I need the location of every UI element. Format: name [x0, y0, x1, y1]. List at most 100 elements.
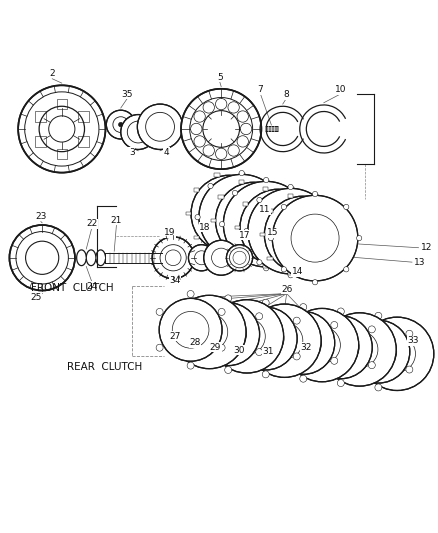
Bar: [57, 149, 67, 159]
Circle shape: [197, 303, 260, 366]
Bar: [243, 250, 248, 253]
Bar: [194, 188, 199, 191]
Bar: [313, 271, 318, 275]
Text: 29: 29: [210, 343, 221, 352]
Circle shape: [218, 344, 225, 351]
Circle shape: [270, 246, 276, 251]
Text: FRONT  CLUTCH: FRONT CLUTCH: [32, 284, 114, 293]
Text: 19: 19: [164, 228, 176, 237]
Circle shape: [312, 280, 318, 285]
Circle shape: [208, 246, 213, 251]
Circle shape: [226, 245, 253, 271]
Bar: [288, 271, 293, 275]
Circle shape: [300, 375, 307, 382]
Circle shape: [203, 102, 215, 113]
Bar: [333, 257, 338, 260]
Circle shape: [232, 253, 237, 258]
Bar: [219, 195, 224, 198]
Circle shape: [406, 366, 413, 373]
Circle shape: [237, 111, 248, 122]
Bar: [240, 173, 245, 177]
Circle shape: [181, 89, 261, 169]
Bar: [35, 136, 46, 147]
Circle shape: [344, 204, 349, 209]
Circle shape: [368, 362, 375, 369]
Circle shape: [10, 225, 75, 290]
Circle shape: [119, 123, 123, 127]
Bar: [239, 257, 244, 261]
Text: 27: 27: [170, 332, 181, 341]
Circle shape: [368, 326, 375, 333]
Text: 14: 14: [292, 267, 303, 276]
Circle shape: [173, 295, 246, 369]
Circle shape: [240, 189, 317, 266]
Circle shape: [360, 317, 434, 391]
Circle shape: [194, 313, 201, 320]
Circle shape: [225, 295, 232, 302]
Circle shape: [195, 215, 200, 220]
Bar: [267, 257, 272, 260]
Circle shape: [344, 366, 351, 373]
Bar: [260, 188, 265, 191]
Bar: [284, 243, 290, 246]
Circle shape: [194, 111, 205, 122]
Text: 31: 31: [263, 347, 274, 356]
Bar: [263, 264, 268, 268]
Circle shape: [156, 309, 163, 316]
Circle shape: [375, 384, 382, 391]
Text: 35: 35: [122, 90, 133, 99]
Circle shape: [293, 317, 300, 324]
Bar: [313, 194, 318, 198]
Text: 30: 30: [233, 346, 244, 355]
Bar: [263, 187, 268, 191]
Circle shape: [264, 177, 269, 183]
Bar: [235, 226, 240, 229]
Bar: [316, 226, 321, 229]
Circle shape: [210, 300, 284, 373]
Circle shape: [187, 290, 194, 297]
Circle shape: [312, 191, 318, 197]
Circle shape: [194, 136, 205, 147]
Circle shape: [319, 260, 325, 265]
Bar: [264, 257, 269, 261]
Circle shape: [228, 102, 239, 113]
Bar: [267, 209, 272, 213]
Circle shape: [295, 253, 300, 258]
Circle shape: [234, 307, 297, 370]
Text: 7: 7: [258, 85, 263, 94]
Circle shape: [239, 259, 244, 264]
Circle shape: [269, 321, 276, 328]
Circle shape: [194, 349, 201, 356]
Text: 3: 3: [129, 148, 134, 157]
Text: 11: 11: [259, 205, 271, 214]
Circle shape: [188, 245, 215, 271]
Circle shape: [347, 320, 410, 383]
Circle shape: [295, 190, 300, 196]
Text: 34: 34: [170, 276, 181, 285]
Text: 15: 15: [266, 228, 278, 237]
Circle shape: [262, 299, 269, 306]
Circle shape: [337, 379, 344, 386]
Circle shape: [218, 309, 225, 316]
Bar: [288, 264, 293, 268]
Circle shape: [121, 115, 155, 149]
Text: 22: 22: [86, 219, 97, 228]
Circle shape: [344, 266, 349, 272]
Circle shape: [225, 367, 232, 374]
Circle shape: [160, 251, 173, 264]
Circle shape: [244, 229, 249, 234]
Bar: [309, 250, 314, 253]
Circle shape: [191, 123, 202, 135]
Circle shape: [306, 326, 313, 333]
Circle shape: [237, 136, 248, 147]
Text: 18: 18: [199, 223, 211, 232]
Circle shape: [156, 344, 163, 351]
Circle shape: [293, 353, 300, 360]
Text: 21: 21: [111, 216, 122, 225]
Text: 17: 17: [240, 231, 251, 239]
Circle shape: [203, 145, 215, 156]
Circle shape: [219, 222, 225, 227]
Text: 32: 32: [300, 343, 312, 352]
Text: 10: 10: [335, 85, 346, 94]
Bar: [341, 233, 346, 236]
